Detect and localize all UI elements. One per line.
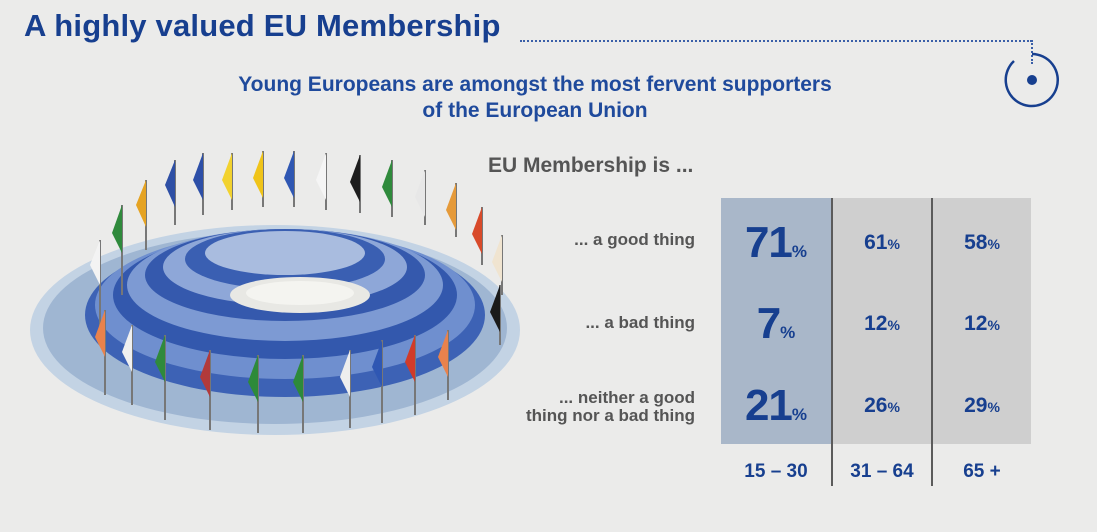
row-label-line: ... a bad thing	[585, 313, 695, 332]
value-cell: 29%	[933, 393, 1031, 419]
value-cell: 7%	[721, 299, 831, 349]
value-number: 7	[756, 299, 782, 348]
value-number: 61	[864, 231, 888, 254]
value-cell: 12%	[933, 311, 1031, 337]
row-label-line: ... neither a good	[558, 388, 695, 407]
value-cell: 26%	[833, 393, 931, 419]
value-unit: %	[791, 405, 808, 424]
value-cell: 61%	[833, 230, 931, 256]
chart-title: EU Membership is ...	[488, 154, 694, 177]
age-label-65-plus: 65 +	[963, 461, 1001, 482]
page-title: A highly valued EU Membership	[24, 8, 501, 43]
value-unit: %	[887, 236, 900, 252]
column-bg-31-64	[833, 198, 931, 444]
column-bg-65-plus	[933, 198, 1031, 444]
row-label-bad: ... a bad thing	[455, 314, 695, 332]
title-dotted-line	[520, 40, 1032, 42]
parliament-hemicycle-illustration	[30, 151, 520, 435]
value-unit: %	[887, 317, 900, 333]
value-cell: 12%	[833, 311, 931, 337]
column-divider	[931, 198, 933, 486]
row-label-line: thing nor a bad thing	[525, 406, 695, 425]
age-label-31-64: 31 – 64	[850, 461, 914, 482]
value-unit: %	[987, 236, 1000, 252]
value-number: 29	[964, 394, 988, 417]
value-number: 58	[964, 231, 988, 254]
column-divider	[831, 198, 833, 486]
value-cell: 58%	[933, 230, 1031, 256]
value-unit: %	[791, 242, 808, 261]
subtitle-line-2: of the European Union	[422, 99, 648, 122]
value-cell: 71%	[721, 218, 831, 268]
row-label-neither: ... neither a good thing nor a bad thing	[455, 389, 695, 425]
target-icon	[1004, 52, 1059, 108]
subtitle: Young Europeans are amongst the most fer…	[200, 72, 870, 124]
value-unit: %	[780, 323, 796, 342]
value-unit: %	[887, 399, 900, 415]
value-unit: %	[987, 317, 1000, 333]
subtitle-line-1: Young Europeans are amongst the most fer…	[238, 73, 832, 96]
age-label-15-30: 15 – 30	[744, 461, 808, 482]
row-label-line: ... a good thing	[574, 230, 695, 249]
row-label-good: ... a good thing	[455, 231, 695, 249]
title-dotted-connector	[1031, 40, 1033, 64]
value-number: 21	[744, 381, 793, 430]
value-unit: %	[987, 399, 1000, 415]
value-cell: 21%	[721, 381, 831, 431]
value-number: 12	[964, 312, 988, 335]
value-number: 12	[864, 312, 888, 335]
column-bg-15-30	[721, 198, 831, 444]
value-number: 71	[744, 218, 793, 267]
value-number: 26	[864, 394, 888, 417]
